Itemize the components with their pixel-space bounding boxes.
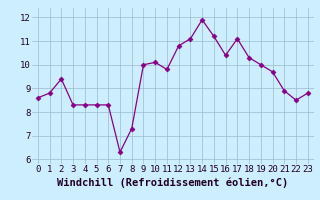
X-axis label: Windchill (Refroidissement éolien,°C): Windchill (Refroidissement éolien,°C) xyxy=(57,177,288,188)
